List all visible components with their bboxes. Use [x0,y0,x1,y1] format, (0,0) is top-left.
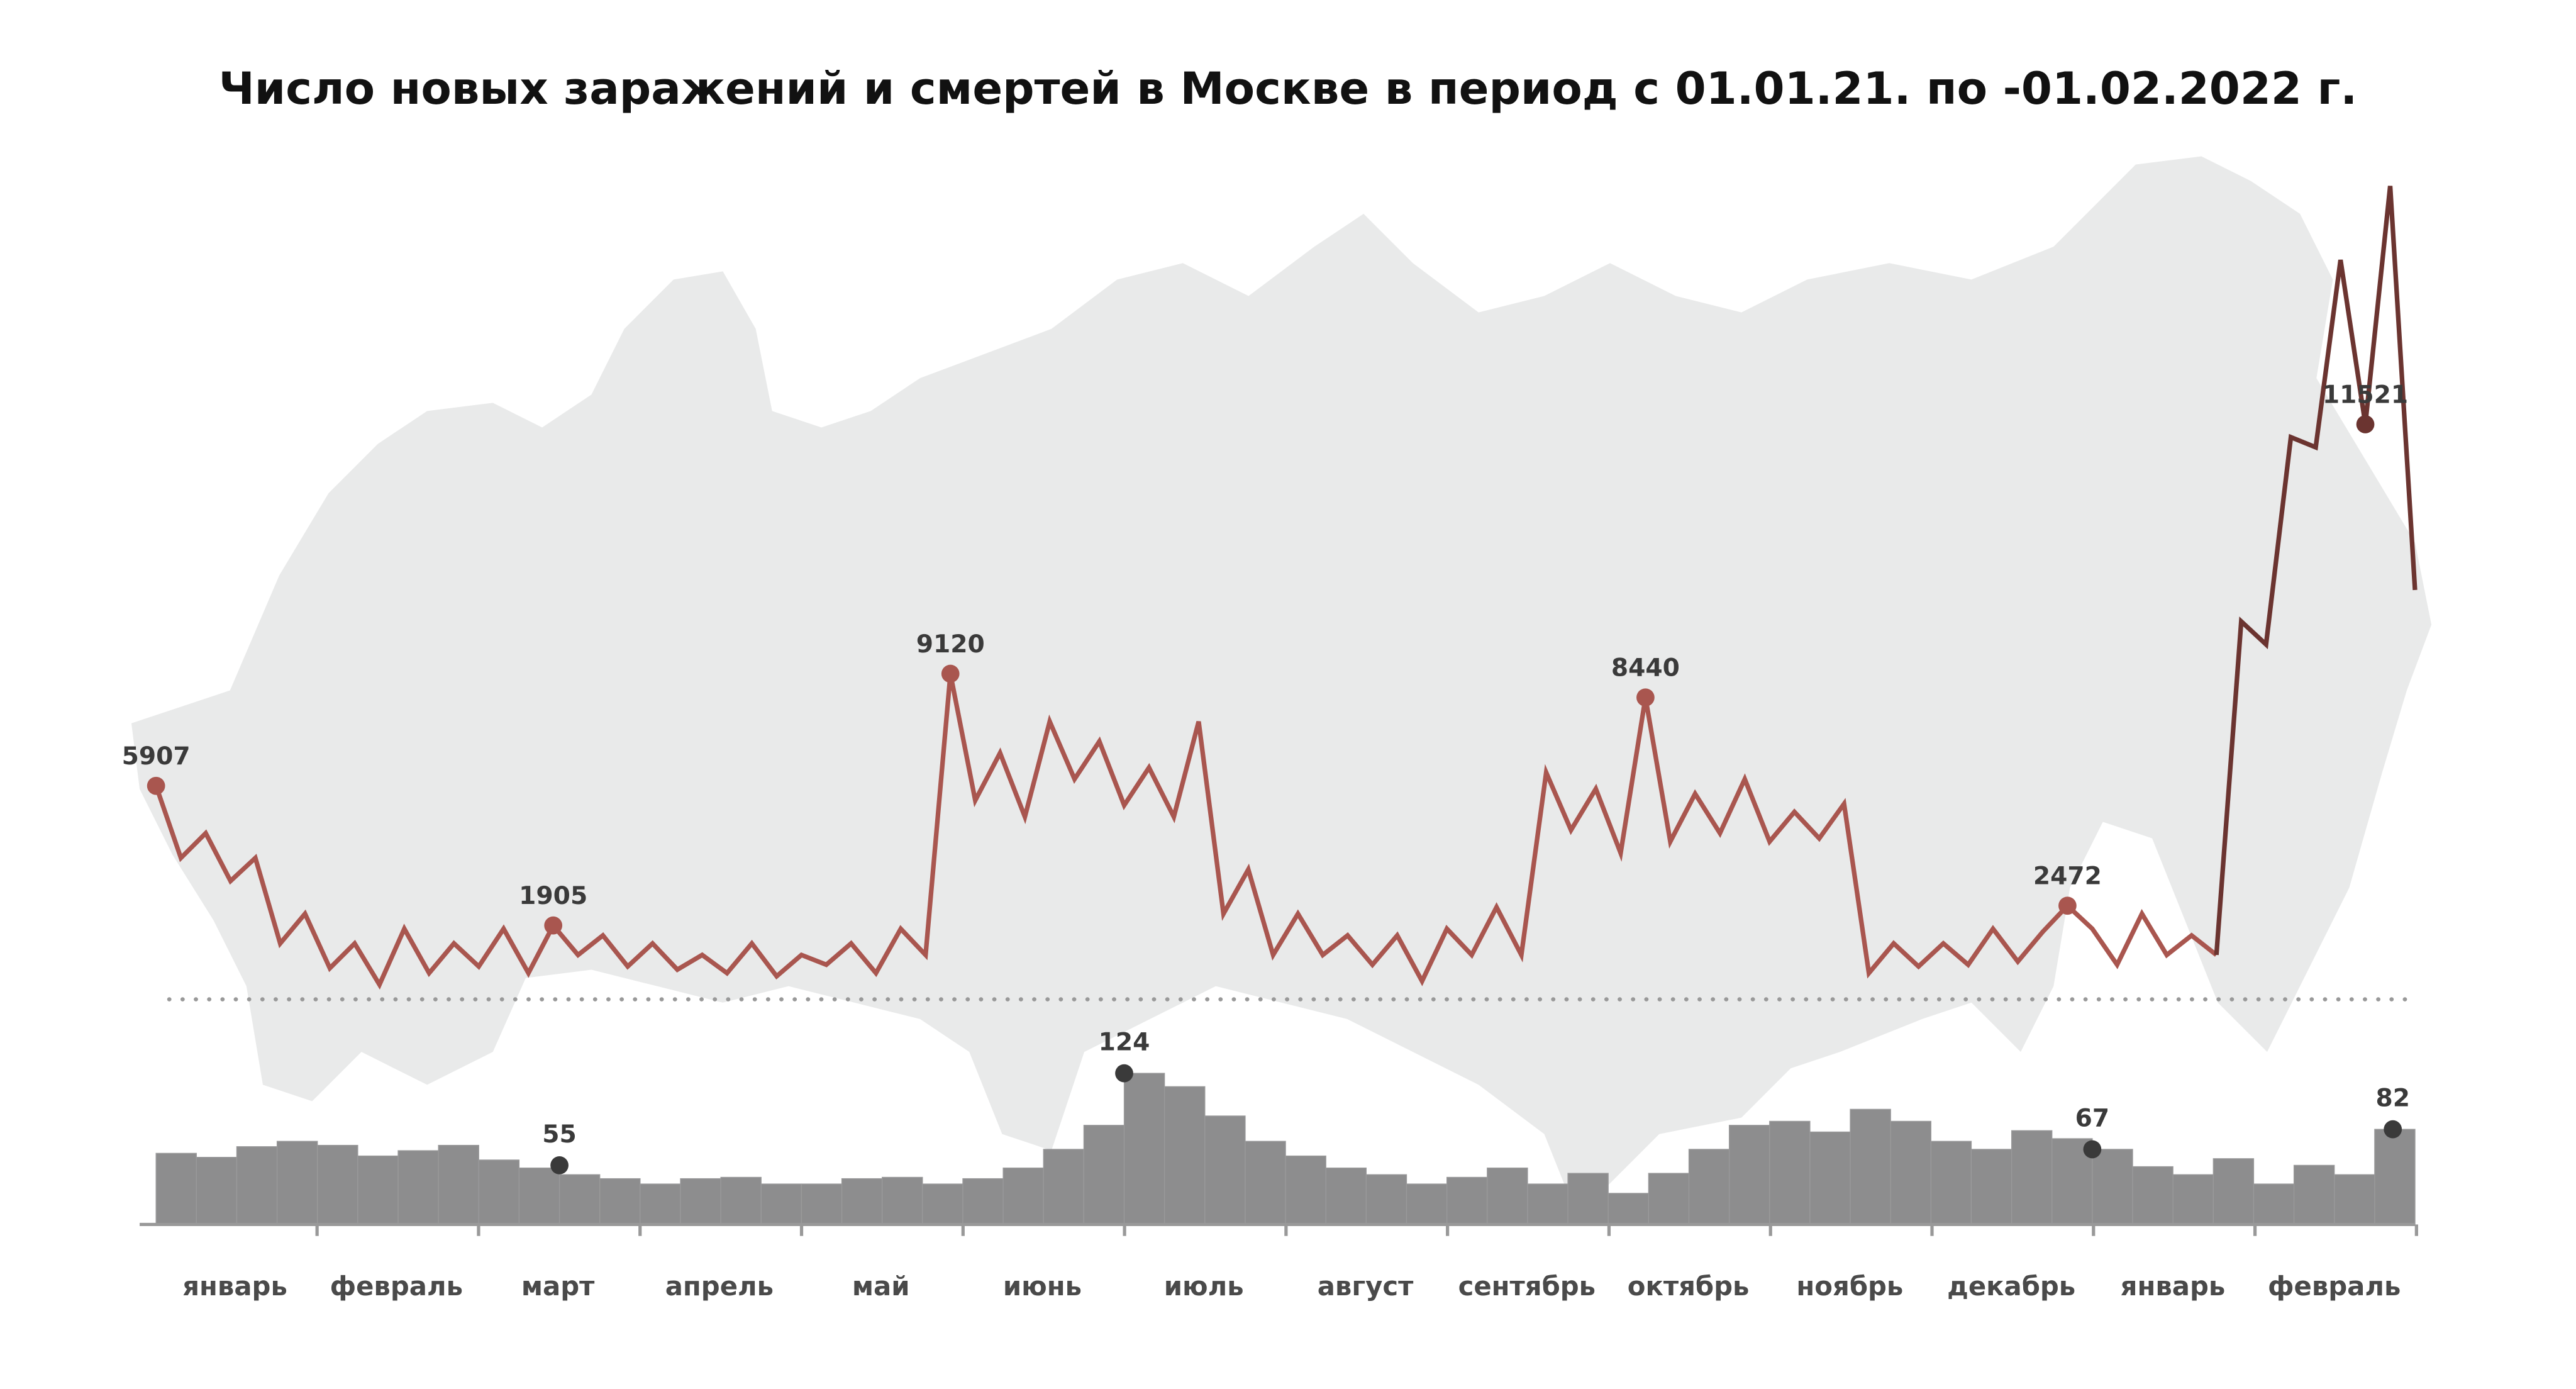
deaths-marker [2083,1140,2102,1159]
death-bar [2253,1183,2295,1225]
death-bar [1890,1120,1931,1225]
month-label: январь [2121,1271,2226,1302]
death-bar [922,1183,963,1225]
death-bar [760,1183,802,1225]
cases-value-label: 1905 [519,882,587,910]
data-labels: 5907 1905 9120 8440 2472 11521 55 124 67 82 [122,381,2410,1174]
death-bar [2334,1174,2375,1225]
death-bar [1043,1149,1085,1225]
cases-marker [941,664,960,683]
death-bar [1245,1141,1286,1225]
death-bar [1648,1173,1690,1225]
death-bar [599,1178,641,1225]
cases-line-2021 [153,673,2218,990]
deaths-value-label: 67 [2075,1104,2110,1132]
death-bar [2212,1158,2255,1225]
death-bar [2293,1164,2335,1225]
cases-marker [147,776,165,795]
death-bar [1769,1120,1811,1225]
death-bar [1607,1193,1649,1225]
death-bar [317,1144,358,1225]
deaths-value-label: 124 [1099,1029,1150,1057]
cases-line [153,186,2418,990]
death-bar [236,1146,278,1225]
death-bar [2132,1166,2174,1225]
death-bar [1809,1131,1851,1225]
month-label: ноябрь [1796,1271,1903,1302]
deaths-value-label: 55 [542,1120,577,1149]
death-bar [2092,1149,2133,1225]
cases-value-label: 5907 [122,742,191,771]
death-bar [720,1176,762,1225]
cases-line-2022 [2214,186,2418,956]
chart-title: Число новых заражений и смертей в Москве… [219,63,2357,114]
death-bar [357,1155,399,1225]
month-label: август [1318,1271,1414,1302]
deaths-marker [550,1156,569,1174]
deaths-marker [2384,1120,2402,1139]
death-bar [155,1152,197,1225]
month-label: март [521,1271,595,1302]
death-bar [1325,1167,1367,1225]
death-bar [2011,1130,2053,1225]
death-bar [558,1174,601,1225]
death-bar [1527,1183,1568,1225]
death-bar [1688,1149,1730,1225]
cases-value-label: 11521 [2323,381,2408,409]
death-bar [1970,1149,2012,1225]
death-bar [478,1159,520,1225]
death-bar [1850,1108,1891,1225]
month-label: апрель [665,1271,774,1302]
month-label: сентябрь [1458,1271,1596,1302]
cases-marker [1636,688,1655,707]
month-label: июнь [1003,1271,1082,1302]
death-bar [1728,1125,1770,1225]
russia-map-background [131,156,2432,1217]
death-bar [882,1176,923,1225]
month-label: июль [1164,1271,1244,1302]
death-bar [1285,1155,1326,1225]
death-bar [1446,1176,1488,1225]
month-label: февраль [2268,1271,2401,1302]
cases-value-label: 8440 [1611,654,1680,683]
death-bar [1567,1173,1609,1225]
death-bar [1164,1086,1206,1225]
month-label: декабрь [1947,1271,2075,1302]
death-bar [276,1141,318,1225]
death-bar [1487,1167,1528,1225]
death-bar [962,1178,1004,1225]
death-bar [1930,1141,1972,1225]
month-label: май [852,1271,910,1302]
death-bar [801,1183,843,1225]
month-label: январь [182,1271,287,1302]
death-bar [1204,1115,1246,1225]
deaths-value-label: 82 [2375,1085,2410,1113]
death-bar [2374,1129,2416,1225]
death-bar [1365,1174,1407,1225]
cases-marker [2356,415,2375,433]
cases-marker [2058,896,2077,915]
death-bar [1123,1073,1165,1225]
death-bar [438,1144,479,1225]
death-bar [196,1157,238,1225]
death-bar [2172,1174,2214,1225]
month-label: октябрь [1628,1271,1750,1302]
death-bar [518,1167,560,1225]
cases-value-label: 9120 [916,630,985,659]
deaths-bars [155,1073,2416,1225]
deaths-marker [1115,1064,1133,1083]
death-bar [841,1178,883,1225]
death-bar [1002,1167,1044,1225]
death-bar [1406,1183,1448,1225]
death-bar [397,1150,439,1225]
death-bar [640,1183,681,1225]
cases-marker [544,916,563,935]
cases-value-label: 2472 [2033,862,2102,891]
death-bar [680,1178,721,1225]
death-bar [1083,1125,1125,1225]
month-label: февраль [330,1271,463,1302]
x-axis: январь февраль март апрель май июнь июль август… [140,1222,2418,1302]
